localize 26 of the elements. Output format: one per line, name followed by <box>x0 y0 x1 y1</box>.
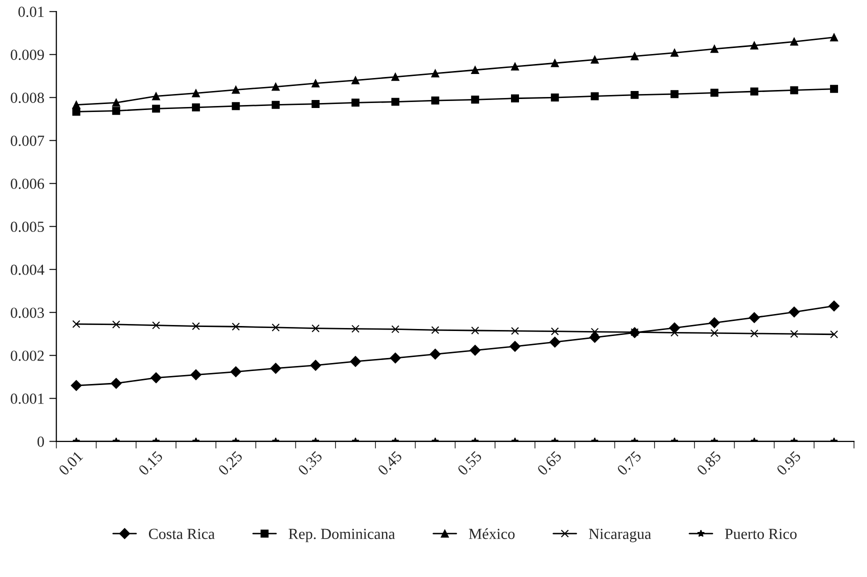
x-tick-label: 0.95 <box>776 450 802 476</box>
legend-label: Costa Rica <box>148 528 215 540</box>
y-tick-label: 0.002 <box>10 350 44 361</box>
y-tick-label: 0.008 <box>10 92 44 104</box>
y-tick-label: 0.001 <box>10 394 44 404</box>
legend-label: México <box>468 528 515 540</box>
y-tick-label: 0.003 <box>10 308 44 318</box>
legend-label: Nicaragua <box>588 528 652 542</box>
y-tick-label: 0.01 <box>18 6 44 18</box>
legend-label: Rep. Dominicana <box>288 528 395 542</box>
x-tick-label: 0.55 <box>456 450 482 476</box>
x-tick-label: 0.01 <box>58 450 84 476</box>
y-tick-label: 0.005 <box>10 222 44 232</box>
x-tick-label: 0.85 <box>696 450 722 476</box>
y-tick-label: 0.009 <box>10 50 44 60</box>
legend-label: Puerto Rico <box>725 528 797 540</box>
y-tick-label: 0 <box>37 436 44 447</box>
x-tick-label: 0.25 <box>218 450 244 476</box>
x-tick-label: 0.35 <box>297 450 323 476</box>
y-tick-label: 0.007 <box>10 136 44 146</box>
x-tick-label: 0.65 <box>536 450 562 476</box>
x-tick-label: 0.15 <box>138 450 164 476</box>
x-tick-label: 0.75 <box>616 450 642 476</box>
y-tick-label: 0.006 <box>10 178 44 190</box>
y-tick-label: 0.004 <box>10 264 44 275</box>
x-tick-label: 0.45 <box>377 450 403 476</box>
